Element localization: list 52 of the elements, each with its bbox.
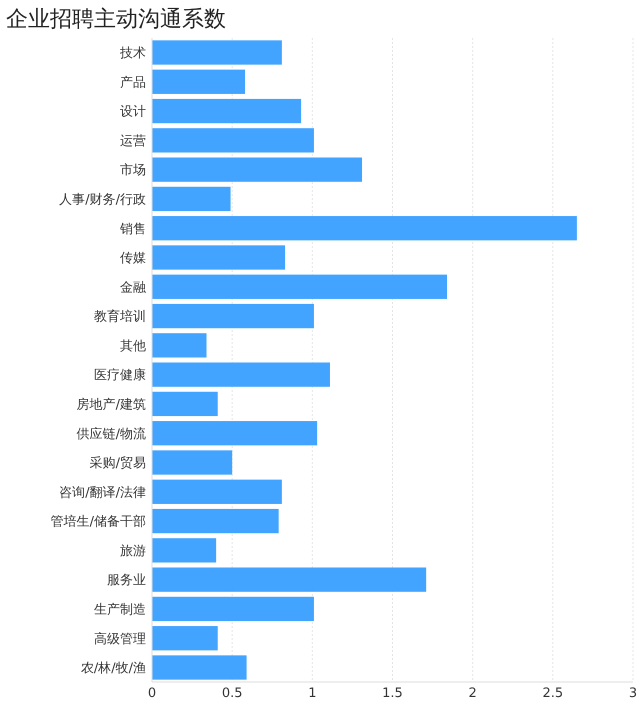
y-tick-label: 市场 — [120, 163, 146, 178]
y-tick-label: 金融 — [120, 280, 146, 296]
y-tick-label: 采购/贸易 — [90, 456, 146, 472]
x-tick-label: 0.5 — [222, 686, 243, 701]
chart-title: 企业招聘主动沟通系数 — [6, 7, 226, 32]
y-tick-label: 服务业 — [107, 573, 146, 588]
y-tick-label: 房地产/建筑 — [76, 396, 146, 412]
x-tick-label: 1 — [308, 686, 316, 701]
bar — [152, 245, 286, 270]
bar — [152, 186, 231, 212]
bar — [152, 70, 245, 94]
y-tick-label: 人事/财务/行政 — [59, 192, 146, 208]
bar — [152, 216, 577, 240]
x-tick-label: 2.5 — [542, 686, 564, 701]
bar — [152, 362, 330, 387]
y-tick-label: 教育培训 — [94, 308, 146, 325]
y-tick-label: 医疗健康 — [94, 368, 146, 384]
bar — [152, 450, 232, 475]
bar — [152, 567, 426, 592]
bar — [152, 128, 314, 153]
y-tick-label: 销售 — [119, 222, 146, 237]
bar — [152, 274, 448, 299]
y-tick-label: 高级管理 — [94, 630, 146, 647]
bar — [152, 596, 314, 622]
bar — [152, 392, 218, 416]
bar — [152, 304, 314, 328]
y-tick-label: 咨询/翻译/法律 — [59, 485, 146, 500]
bar — [152, 157, 362, 182]
y-tick-label: 生产制造 — [94, 602, 146, 618]
y-tick-label: 技术 — [119, 46, 146, 62]
bar — [152, 480, 282, 504]
x-tick-label: 1.5 — [382, 686, 403, 701]
bar — [152, 40, 282, 65]
y-tick-label: 农/林/牧/渔 — [80, 661, 146, 676]
bar — [152, 626, 218, 650]
y-tick-label: 传媒 — [120, 251, 146, 266]
x-tick-label: 0 — [148, 686, 156, 701]
x-tick-label: 3 — [628, 686, 638, 701]
bar — [152, 655, 247, 680]
bar — [152, 508, 279, 534]
bar — [152, 421, 318, 446]
y-tick-label: 其他 — [120, 338, 146, 354]
y-tick-label: 管培生/储备干部 — [50, 514, 146, 530]
y-tick-label: 产品 — [120, 75, 146, 90]
bar — [152, 333, 207, 358]
y-tick-label: 设计 — [120, 104, 146, 120]
y-tick-label: 供应链/物流 — [76, 426, 146, 442]
x-tick-label: 2 — [468, 686, 477, 701]
y-tick-label: 运营 — [120, 134, 146, 149]
bar — [152, 538, 216, 563]
y-tick-label: 旅游 — [120, 544, 146, 559]
bar — [152, 98, 302, 124]
